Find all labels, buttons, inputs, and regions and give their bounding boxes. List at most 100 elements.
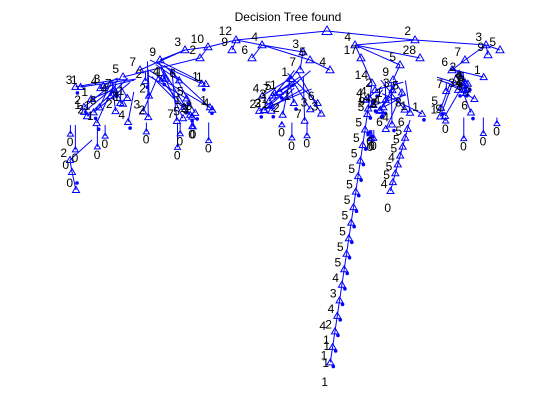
cluster-node	[123, 117, 133, 126]
chain-bottom-label: 1	[322, 356, 329, 370]
chain-label: 5	[353, 131, 360, 145]
cluster-node	[289, 98, 299, 106]
cluster-node	[257, 91, 267, 99]
leaf-label: 0	[368, 139, 375, 153]
tree-edge	[231, 39, 237, 51]
leaf-point	[201, 87, 206, 92]
level1-label: 12	[219, 24, 233, 38]
side-chain-leaf: 0	[384, 201, 391, 215]
cluster-label: 3	[454, 71, 461, 85]
cluster-label: 2	[255, 96, 262, 110]
leaf-label: 0	[442, 122, 449, 136]
cluster-label: 4	[153, 65, 160, 79]
chain-node	[330, 326, 340, 335]
cluster-node	[197, 79, 207, 87]
cluster-label: 7	[111, 89, 118, 103]
leaf-point	[340, 302, 345, 307]
cluster-label: 1	[261, 92, 268, 106]
cluster-label: 1	[156, 65, 163, 79]
cluster-node	[204, 136, 213, 144]
cluster-label: 5	[431, 94, 438, 108]
leaf-point	[458, 94, 462, 98]
tree-edge	[485, 44, 489, 56]
cluster-node	[459, 134, 468, 142]
side-chain-node	[403, 124, 412, 132]
cluster-node	[378, 102, 388, 111]
cluster-node	[400, 105, 410, 113]
chain-label: 5	[344, 193, 351, 207]
tree-edge	[151, 76, 193, 117]
leaf-point	[259, 115, 264, 119]
level3-node	[483, 50, 493, 59]
chain-label: 5	[348, 162, 355, 176]
chain-label: 1	[321, 348, 328, 362]
leaf-label: 0	[205, 142, 212, 156]
cluster-node	[82, 111, 92, 120]
tree-edge	[251, 44, 263, 59]
cluster-label: 4	[382, 111, 389, 125]
cluster-label: 8	[456, 79, 463, 93]
chain-label: 5	[351, 147, 358, 161]
cluster-label: 2	[371, 96, 378, 110]
cluster-node	[260, 105, 269, 114]
cluster-label: 5	[392, 79, 399, 93]
cluster-label: 4	[101, 82, 108, 96]
cluster-label: 1	[192, 70, 199, 84]
cluster-label: 1	[84, 98, 91, 112]
chain-node	[353, 171, 363, 180]
leaf-label: 0	[460, 140, 467, 154]
leaf-label: 0	[367, 140, 374, 154]
cluster-label: 5	[177, 85, 184, 99]
cluster-node	[110, 85, 119, 94]
left-bottom-node	[71, 185, 81, 193]
cluster-node	[101, 132, 110, 139]
leaf-point	[145, 85, 150, 89]
tree-edge	[184, 46, 209, 51]
tree-edge	[292, 81, 311, 110]
cluster-node	[79, 102, 89, 110]
cluster-label: 1	[200, 93, 207, 107]
tree-edge	[440, 83, 451, 109]
level3-node	[247, 53, 257, 62]
tree-edge	[385, 92, 403, 130]
cluster-label: 2	[106, 97, 113, 111]
chain-bottom-label: 1	[323, 339, 330, 353]
level4-label: 5	[112, 62, 119, 76]
root-edge	[235, 30, 328, 41]
level3-node	[180, 45, 190, 54]
chain-node	[365, 94, 375, 102]
cluster-node	[441, 116, 450, 124]
cluster-label: 2	[77, 102, 84, 116]
leaf-point	[75, 91, 80, 95]
cluster-node	[387, 120, 397, 128]
cluster-label: 7	[263, 82, 270, 96]
chain-node	[342, 249, 351, 257]
level4-node	[388, 75, 398, 84]
level3-node	[415, 53, 425, 62]
leaf-label: 0	[94, 148, 101, 162]
cluster-node	[173, 143, 182, 150]
side-chain-node	[400, 133, 410, 141]
leaf-label: 0	[188, 127, 195, 141]
leaf-point	[465, 93, 469, 98]
leaf-point	[347, 255, 352, 260]
leaf-point	[354, 209, 359, 214]
cluster-node	[115, 98, 125, 106]
cluster-label: 3	[94, 72, 101, 86]
cluster-node	[266, 101, 276, 109]
leaf-label: 0	[176, 135, 183, 149]
tree-edge	[157, 61, 191, 116]
cluster-node	[369, 100, 378, 109]
cluster-label: 1	[262, 97, 269, 111]
tree-edge	[379, 90, 395, 111]
cluster-node	[185, 110, 195, 118]
cluster-node	[454, 69, 464, 77]
level4-node	[155, 55, 165, 64]
tree-edge	[261, 44, 304, 53]
cluster-node	[66, 130, 75, 137]
cluster-label: 2	[139, 82, 146, 96]
level3-label: 9	[477, 40, 484, 54]
cluster-node	[89, 107, 98, 116]
leaf-point	[356, 193, 361, 198]
level4-node	[135, 65, 145, 74]
